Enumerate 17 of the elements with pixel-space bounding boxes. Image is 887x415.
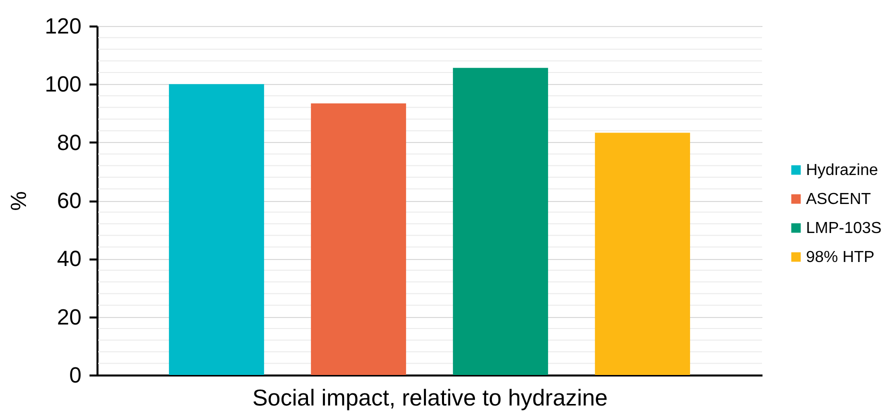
bar: [168, 84, 264, 375]
legend-label: 98% HTP: [806, 249, 874, 266]
y-tick-label: 80: [57, 130, 82, 155]
y-tick-label: 60: [57, 188, 82, 213]
bar: [452, 68, 548, 375]
legend-label: LMP-103S: [806, 220, 882, 237]
bar: [594, 132, 690, 375]
legend-label: Hydrazine: [806, 162, 878, 179]
y-tick-label: 100: [44, 72, 82, 97]
y-tick-label: 120: [44, 14, 82, 38]
bar: [310, 103, 406, 375]
y-axis-title: %: [6, 191, 31, 211]
y-tick-label: 0: [69, 362, 82, 388]
legend-label: ASCENT: [806, 191, 872, 208]
x-axis-title: Social impact, relative to hydrazine: [252, 384, 608, 410]
y-tick-label: 40: [57, 246, 82, 272]
y-tick-label: 20: [57, 304, 82, 330]
